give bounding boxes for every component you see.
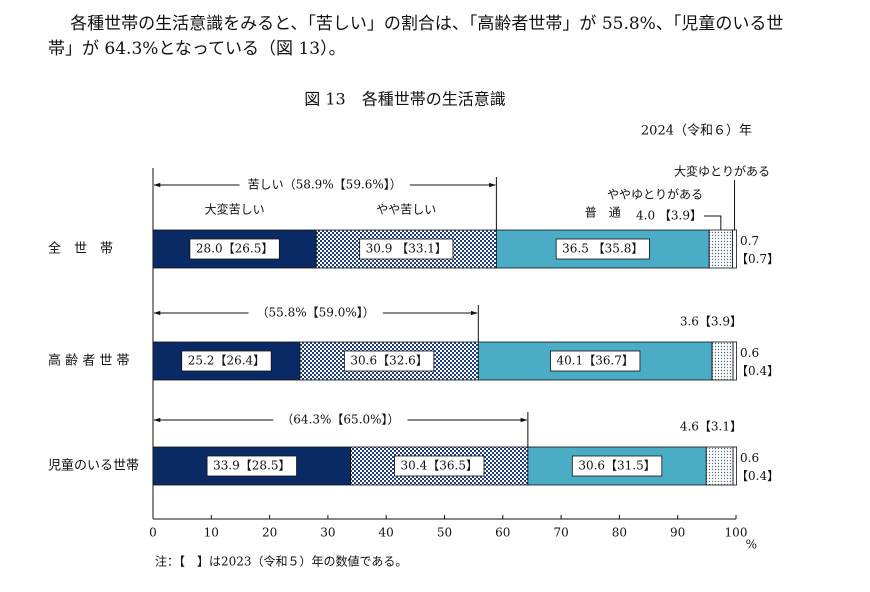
value-label: 36.5 【35.8】	[562, 242, 643, 256]
x-tick-label: 100	[725, 526, 748, 540]
label-gap	[239, 177, 410, 193]
intro-text: 各種世帯の生活意識をみると、「苦しい」の割合は、「高齢者世帯」が 55.8%、「…	[48, 14, 784, 59]
chart-subtitle: 2024（令和６）年	[641, 124, 752, 139]
value-label: 40.1【36.7】	[556, 354, 633, 368]
legend-label: 普 通	[585, 206, 621, 220]
label-box	[189, 238, 280, 260]
value-label: 4.0 【3.9】	[636, 209, 702, 223]
bar-segment	[711, 341, 734, 381]
label-box	[206, 455, 297, 477]
value-label-line: 【0.4】	[736, 364, 779, 378]
label-box	[550, 350, 641, 372]
legend-label: 大変苦しい	[205, 202, 265, 217]
value-label: 3.6【3.9】	[680, 315, 742, 329]
value-label: 25.2【26.4】	[188, 354, 265, 368]
value-label: 4.6【3.1】	[680, 420, 742, 434]
value-label-line: 【0.4】	[736, 469, 779, 483]
x-unit: %	[746, 538, 757, 552]
bracket-label: 苦しい（58.9%【59.6%】）	[248, 178, 402, 192]
value-label: 0.7 【0.7】	[736, 234, 779, 266]
note: 注：【 】は2023（令和５）年の数値である。	[155, 554, 407, 569]
value-label: 30.6【32.6】	[350, 354, 427, 368]
label-gap	[273, 412, 408, 428]
label-box	[181, 350, 272, 372]
value-label-line: 0.6	[740, 346, 759, 360]
bracket-label: （64.3%【65.0%】）	[281, 413, 399, 427]
value-label: 30.4【36.5】	[401, 459, 478, 473]
value-label: 0.6 【0.4】	[736, 346, 779, 378]
value-label: 33.9【28.5】	[213, 459, 290, 473]
x-tick-label: 90	[670, 526, 685, 540]
legend-label: やや苦しい	[376, 203, 436, 217]
legend-label: 大変ゆとりがある	[674, 164, 770, 179]
label-box	[359, 238, 454, 260]
value-label-line: 0.7	[740, 234, 759, 248]
bracket-label: （55.8%【59.0%】）	[257, 306, 375, 320]
x-tick-label: 40	[379, 526, 394, 540]
value-label-line: 0.6	[740, 451, 759, 465]
bar-segment	[705, 446, 734, 486]
legend-label: ややゆとりがある	[607, 187, 703, 202]
leader-line	[704, 215, 722, 230]
chart-title: 図 13 各種世帯の生活意識	[304, 90, 505, 109]
x-tick-label: 80	[612, 526, 627, 540]
label-box	[571, 455, 663, 477]
category-label: 高 齢 者 世 帯	[48, 353, 130, 369]
bar-segment	[732, 341, 737, 381]
label-box	[555, 238, 650, 260]
label-gap	[248, 305, 383, 321]
value-label: 30.6【31.5】	[578, 459, 655, 473]
value-label: 28.0【26.5】	[196, 242, 273, 256]
x-tick-label: 70	[553, 526, 568, 540]
bar-segment	[732, 446, 737, 486]
value-label: 0.6 【0.4】	[736, 451, 779, 483]
x-tick-label: 60	[495, 526, 510, 540]
label-box	[394, 455, 485, 477]
category-label: 児童のいる世帯	[48, 458, 139, 474]
x-tick-label: 10	[204, 526, 219, 540]
value-label-line: 【0.7】	[736, 252, 779, 266]
x-tick-label: 30	[320, 526, 335, 540]
x-tick-label: 0	[149, 526, 157, 540]
label-box	[343, 350, 435, 372]
x-tick-label: 50	[437, 526, 452, 540]
bar-segment	[708, 229, 733, 269]
x-tick-label: 20	[262, 526, 277, 540]
value-label: 30.9 【33.1】	[366, 242, 447, 256]
category-label: 全 世 帯	[48, 241, 113, 257]
